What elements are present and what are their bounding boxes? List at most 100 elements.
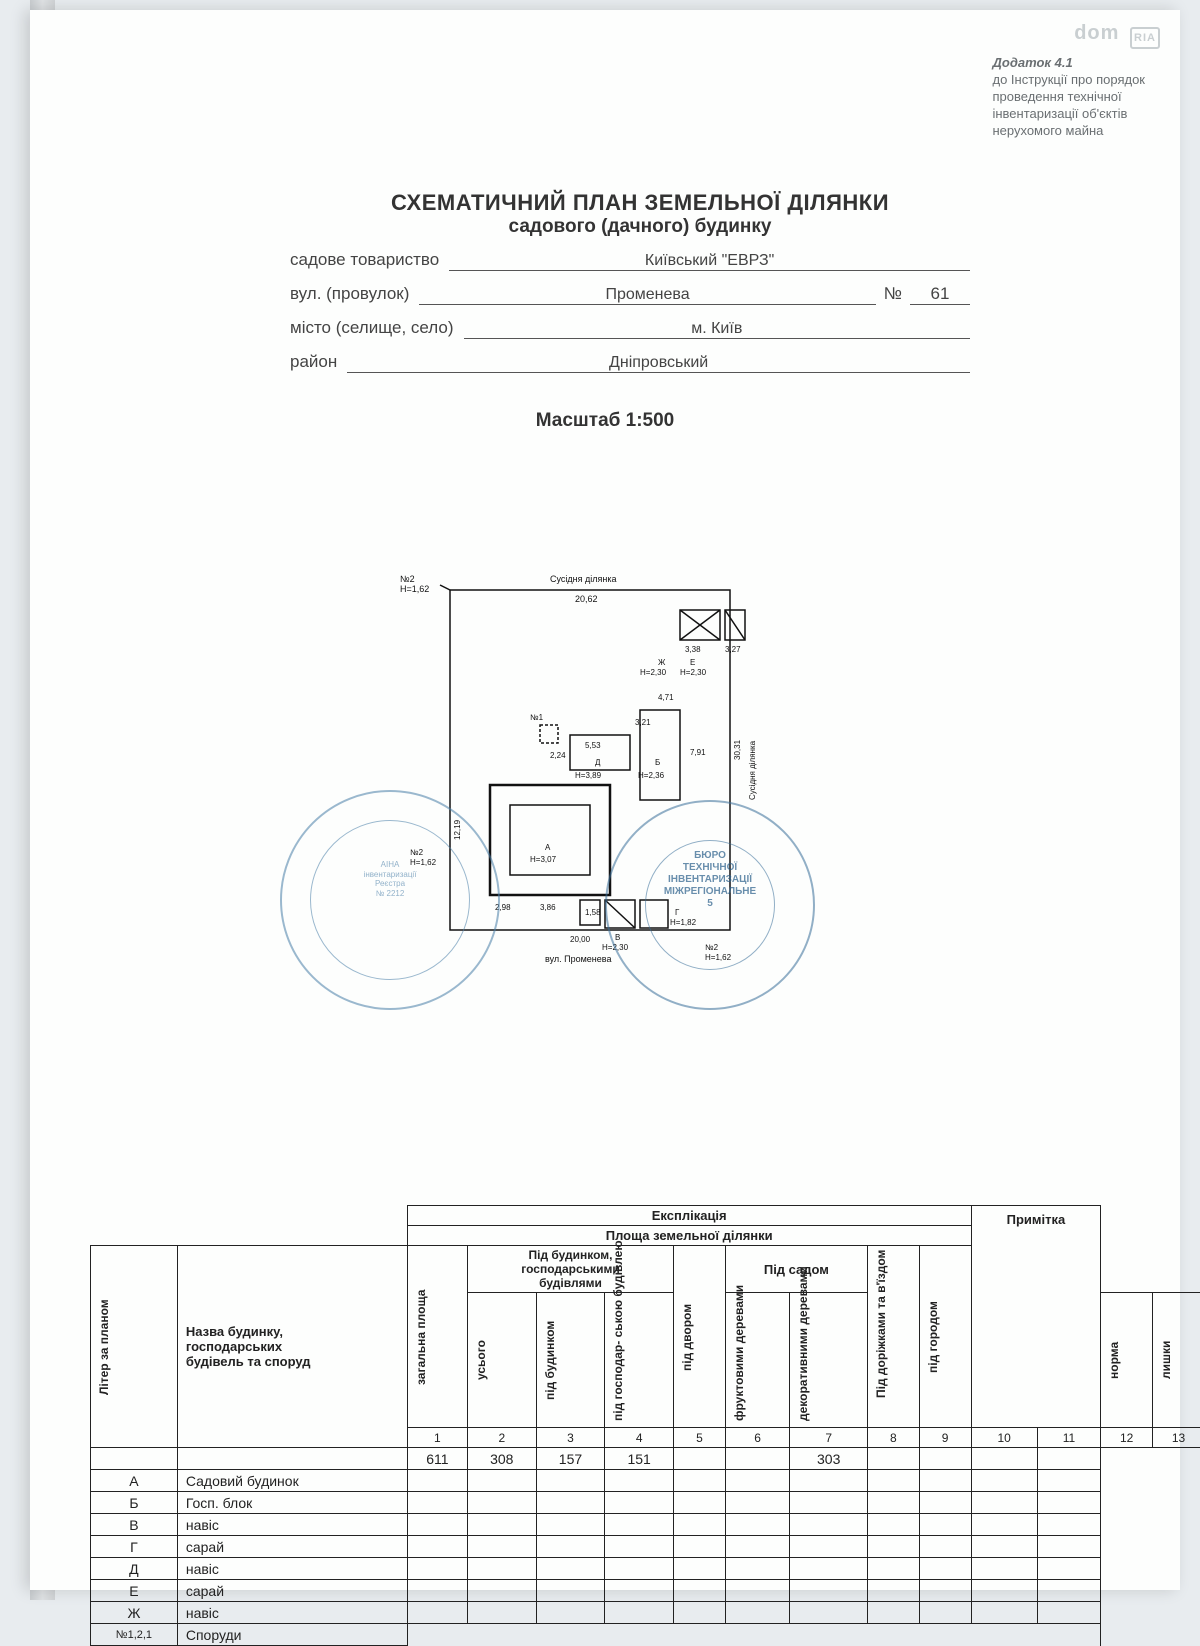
dim-n2h: №2Н=1,62 — [400, 574, 429, 594]
dim-471: 4,71 — [658, 693, 674, 702]
row-cell — [725, 1448, 790, 1470]
row-cell — [919, 1580, 971, 1602]
table-row: Гсарай — [91, 1536, 1200, 1558]
dim-neighbor: Сусідня ділянка — [550, 574, 616, 584]
row-name: навіс — [177, 1602, 407, 1624]
row-cell — [971, 1602, 1037, 1624]
dim-zhh: Н=2,30 — [640, 668, 667, 677]
dim-321: 3,21 — [635, 718, 651, 727]
dim-street: вул. Променева — [545, 954, 611, 964]
row-cell — [536, 1602, 605, 1624]
row-cell — [674, 1536, 726, 1558]
row-cell — [605, 1514, 674, 1536]
row-cell — [971, 1492, 1037, 1514]
row-cell — [919, 1470, 971, 1492]
s2l3: ІНВЕНТАРИЗАЦІЇ — [645, 874, 775, 886]
dim-zh: Ж — [658, 658, 666, 667]
row-cell — [674, 1602, 726, 1624]
row-name: сарай — [177, 1580, 407, 1602]
watermark-text: dom — [1074, 22, 1119, 44]
row-cell — [919, 1514, 971, 1536]
row-liter: Ж — [91, 1602, 178, 1624]
row-cell — [407, 1492, 467, 1514]
row-cell — [467, 1536, 536, 1558]
row-cell — [536, 1580, 605, 1602]
last-l: №1,2,1 — [91, 1624, 178, 1646]
row-cell — [919, 1448, 971, 1470]
street-value: Променева — [419, 286, 875, 305]
row-cell — [605, 1580, 674, 1602]
table: Експлікація Примітка Площа земельної діл… — [90, 1205, 1200, 1646]
row-cell — [725, 1514, 790, 1536]
s2l5: 5 — [645, 898, 775, 910]
row-cell — [919, 1536, 971, 1558]
dim-386: 3,86 — [540, 903, 556, 912]
row-cell — [971, 1558, 1037, 1580]
th-total: загальна площа — [412, 1272, 430, 1402]
row-cell — [1037, 1448, 1101, 1470]
row-cell — [867, 1448, 919, 1470]
n4: 4 — [605, 1428, 674, 1448]
appendix-l4: інвентаризації об'єктів — [992, 106, 1145, 123]
dim-dh: Н=3,89 — [575, 771, 602, 780]
table-row: Днавіс — [91, 1558, 1200, 1580]
table-row: 611308157151303 — [91, 1448, 1200, 1470]
assoc-value: Київський "ЕВРЗ" — [449, 252, 970, 271]
row-cell: 303 — [790, 1448, 868, 1470]
row-cell — [725, 1470, 790, 1492]
stamp-left — [280, 790, 500, 1010]
row-cell — [971, 1448, 1037, 1470]
n12: 12 — [1101, 1428, 1153, 1448]
district-value: Дніпровський — [347, 354, 970, 373]
row-cell — [867, 1580, 919, 1602]
row-cell — [467, 1514, 536, 1536]
s2l2: ТЕХНІЧНОЇ — [645, 862, 775, 874]
th-note: Примітка — [971, 1206, 1101, 1428]
row-liter: Г — [91, 1536, 178, 1558]
row-cell — [790, 1514, 868, 1536]
appendix-note: Додаток 4.1 до Інструкції про порядок пр… — [992, 55, 1145, 139]
row-liter: Б — [91, 1492, 178, 1514]
table-row: БГосп. блок — [91, 1492, 1200, 1514]
row-cell — [971, 1470, 1037, 1492]
row-cell — [536, 1470, 605, 1492]
row-cell — [790, 1580, 868, 1602]
n11: 11 — [1037, 1428, 1101, 1448]
row-liter: Е — [91, 1580, 178, 1602]
s2l1: БЮРО — [645, 850, 775, 862]
row-cell — [1037, 1536, 1101, 1558]
city-value: м. Київ — [464, 320, 970, 339]
row-cell — [867, 1536, 919, 1558]
dim-eh: Н=2,30 — [680, 668, 707, 677]
row-cell — [536, 1514, 605, 1536]
dim-neighbor-side: Сусідня ділянка — [748, 740, 757, 800]
dim-158: 1,58 — [585, 908, 601, 917]
dim-ah: Н=3,07 — [530, 855, 557, 864]
n6: 6 — [725, 1428, 790, 1448]
form-row-assoc: садове товариство Київський "ЕВРЗ" — [290, 250, 970, 278]
row-cell — [790, 1492, 868, 1514]
th-title: Експлікація — [407, 1206, 971, 1226]
appendix-l2: до Інструкції про порядок — [992, 72, 1145, 89]
watermark: dom RIA — [1074, 22, 1160, 47]
n1: 1 — [407, 1428, 467, 1448]
dim-d: Д — [595, 758, 601, 767]
n8: 8 — [867, 1428, 919, 1448]
row-cell — [407, 1558, 467, 1580]
th-norm: норма — [1105, 1295, 1123, 1425]
row-name: навіс — [177, 1514, 407, 1536]
row-cell — [1037, 1492, 1101, 1514]
dim-e: Е — [690, 658, 695, 667]
row-cell — [407, 1514, 467, 1536]
city-label: місто (селище, село) — [290, 318, 454, 338]
dim-right: 30,31 — [733, 739, 742, 760]
row-cell — [536, 1558, 605, 1580]
s1l3: Реєстра — [335, 879, 445, 889]
table-row: Жнавіс — [91, 1602, 1200, 1624]
row-cell — [971, 1536, 1037, 1558]
row-cell — [674, 1470, 726, 1492]
row-cell — [605, 1492, 674, 1514]
n9: 9 — [919, 1428, 971, 1448]
row-cell — [407, 1580, 467, 1602]
row-cell — [467, 1602, 536, 1624]
